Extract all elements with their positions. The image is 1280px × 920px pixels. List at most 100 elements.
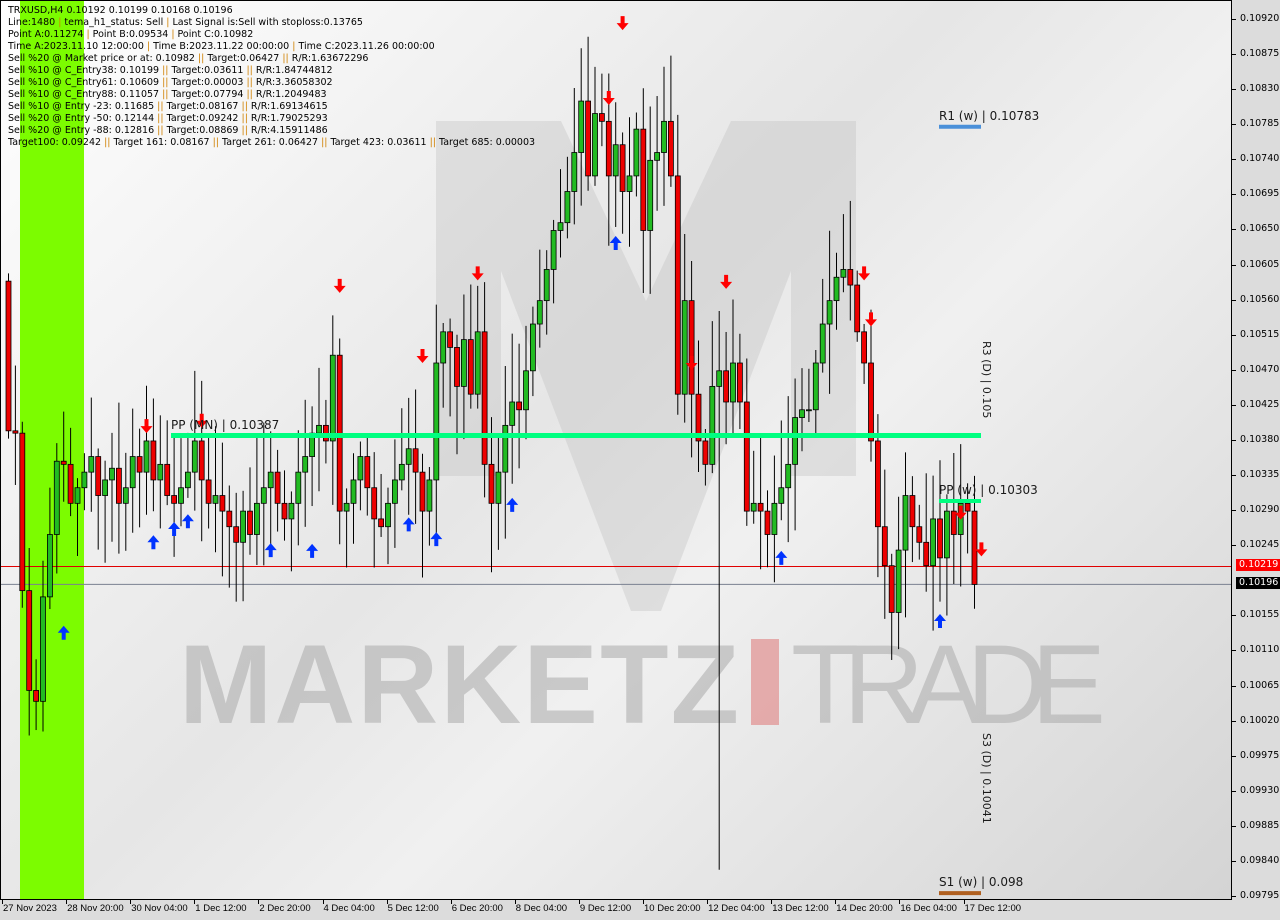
- candle-body: [792, 417, 798, 465]
- candle-body: [164, 463, 171, 496]
- info-line: Line:1480 | tema_h1_status: Sell | Last …: [8, 17, 363, 28]
- candle-body: [233, 526, 240, 543]
- arrow-down-icon: [602, 90, 615, 105]
- time-tick: [899, 900, 901, 904]
- candle-body: [247, 510, 253, 535]
- candle-body: [826, 300, 833, 325]
- price-tick: [1232, 720, 1236, 722]
- price-tick: [1232, 89, 1236, 91]
- time-tick-label: 4 Dec 04:00: [323, 903, 375, 914]
- candle-body: [633, 128, 640, 177]
- pp-monthly-label: PP (MN) | 0.10387: [171, 417, 280, 432]
- time-tick-label: 13 Dec 12:00: [772, 903, 829, 914]
- chart-area[interactable]: TRXUSD,H4 0.10192 0.10199 0.10168 0.1019…: [0, 0, 1232, 900]
- time-tick: [578, 900, 580, 904]
- candle-body: [205, 479, 212, 504]
- candle-body: [329, 354, 336, 442]
- price-tick-label: 0.10155: [1240, 609, 1280, 621]
- time-tick-label: 16 Dec 04:00: [900, 903, 957, 914]
- price-tick-label: 0.10695: [1240, 188, 1280, 200]
- price-tick-label: 0.10605: [1240, 258, 1280, 270]
- arrow-down-icon: [858, 266, 871, 281]
- candle-body: [184, 471, 191, 489]
- candle-body: [564, 191, 571, 224]
- bid-price-tag: 0.10196: [1236, 577, 1280, 590]
- price-tick-label: 0.10380: [1240, 433, 1280, 445]
- candle-body: [557, 222, 564, 231]
- time-tick: [707, 900, 709, 904]
- candle-body: [716, 370, 723, 387]
- arrow-down-icon: [416, 348, 429, 363]
- candle-body: [95, 456, 102, 496]
- arrow-down-icon: [471, 266, 484, 281]
- candle-body: [743, 401, 750, 512]
- price-axis[interactable]: 0.10920 0.10875 0.10830 0.10785 0.10740 0.106…: [1232, 0, 1280, 901]
- candle-body: [612, 144, 619, 177]
- candle-body: [861, 331, 867, 364]
- candle-body: [647, 159, 654, 231]
- candle-body: [509, 401, 516, 426]
- candle-body: [102, 479, 108, 496]
- arrow-down-icon: [195, 413, 208, 428]
- candle-body: [481, 331, 488, 465]
- candle-body: [398, 463, 405, 481]
- price-tick-label: 0.09840: [1240, 854, 1280, 866]
- arrow-down-icon: [975, 542, 988, 557]
- candle-body: [5, 280, 12, 432]
- watermark-text-trade: TRADE: [791, 622, 1106, 747]
- time-tick-label: 5 Dec 12:00: [387, 903, 439, 914]
- candle-body: [288, 502, 295, 520]
- info-line: Sell %10 @ C_Entry88: 0.11057 || Target:…: [8, 89, 327, 100]
- price-tick-label: 0.09975: [1240, 749, 1280, 761]
- price-tick: [1232, 404, 1236, 406]
- price-tick-label: 0.10560: [1240, 293, 1280, 305]
- price-tick-label: 0.10740: [1240, 153, 1280, 165]
- candle-body: [771, 502, 778, 535]
- price-tick: [1232, 510, 1236, 512]
- candle-body: [378, 518, 385, 528]
- candle-body: [343, 502, 350, 512]
- candle-body: [295, 471, 302, 504]
- price-tick: [1232, 264, 1236, 266]
- candle-body: [543, 269, 550, 302]
- arrow-up-icon: [147, 535, 160, 550]
- price-tick: [1232, 439, 1236, 441]
- candle-body: [888, 565, 895, 613]
- arrow-down-icon: [616, 16, 629, 31]
- arrow-down-icon: [333, 278, 346, 293]
- price-tick: [1232, 229, 1236, 231]
- info-line: Time A:2023.11.10 12:00:00 | Time B:2023…: [8, 41, 435, 52]
- candle-body: [875, 440, 881, 528]
- time-tick-label: 28 Nov 20:00: [67, 903, 124, 914]
- candle-body: [840, 269, 847, 278]
- candle-body: [778, 487, 785, 504]
- info-line: Sell %10 @ C_Entry61: 0.10609 || Target:…: [8, 77, 333, 88]
- time-tick: [386, 900, 388, 904]
- time-tick: [514, 900, 516, 904]
- candle-body: [274, 471, 281, 504]
- arrow-down-icon: [140, 419, 153, 434]
- candle-body: [536, 300, 543, 325]
- candle-body: [116, 467, 122, 504]
- candle-body: [81, 471, 88, 489]
- time-tick: [835, 900, 837, 904]
- candle-body: [923, 541, 930, 567]
- candle-body: [226, 510, 233, 528]
- candle-body: [916, 526, 923, 543]
- candle-body: [640, 128, 647, 231]
- price-tick-label: 0.09795: [1240, 890, 1280, 901]
- candle-body: [129, 456, 136, 489]
- time-axis[interactable]: 27 Nov 2023 28 Nov 20:00 30 Nov 04:00 1 Dec…: [0, 900, 1280, 920]
- candle-body: [191, 440, 198, 473]
- price-tick-label: 0.10335: [1240, 469, 1280, 481]
- candle-body: [674, 175, 681, 395]
- candle-body: [523, 370, 529, 411]
- time-tick: [643, 900, 644, 904]
- candle-body: [571, 152, 578, 192]
- candle-body: [47, 534, 53, 598]
- candle-body: [681, 300, 688, 395]
- candle-body: [171, 495, 178, 504]
- candle-body: [723, 370, 729, 403]
- candle-body: [433, 362, 440, 481]
- price-tick: [1232, 159, 1236, 161]
